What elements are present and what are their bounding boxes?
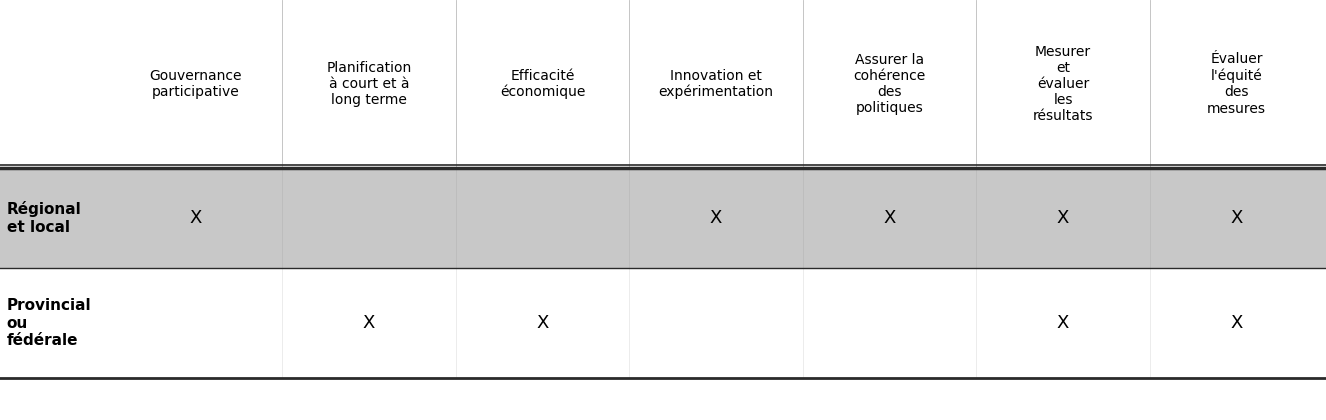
Text: Régional
et local: Régional et local (7, 201, 81, 235)
Text: Provincial
ou
fédérale: Provincial ou fédérale (7, 298, 91, 348)
Text: X: X (1057, 209, 1069, 227)
Text: X: X (1057, 314, 1069, 332)
Text: Évaluer
l'équité
des
mesures: Évaluer l'équité des mesures (1207, 52, 1266, 116)
Text: Efficacité
économique: Efficacité économique (500, 68, 585, 100)
Text: Gouvernance
participative: Gouvernance participative (150, 69, 241, 99)
Text: X: X (1231, 209, 1242, 227)
Text: Mesurer
et
évaluer
les
résultats: Mesurer et évaluer les résultats (1033, 45, 1094, 123)
Bar (0, 168, 1326, 268)
Text: Innovation et
expérimentation: Innovation et expérimentation (659, 68, 773, 100)
Text: X: X (363, 314, 375, 332)
Text: X: X (190, 209, 202, 227)
Text: X: X (1231, 314, 1242, 332)
Text: X: X (709, 209, 723, 227)
Text: Planification
à court et à
long terme: Planification à court et à long terme (326, 61, 411, 107)
Text: X: X (536, 314, 549, 332)
Text: Assurer la
cohérence
des
politiques: Assurer la cohérence des politiques (854, 52, 926, 116)
Text: X: X (883, 209, 896, 227)
